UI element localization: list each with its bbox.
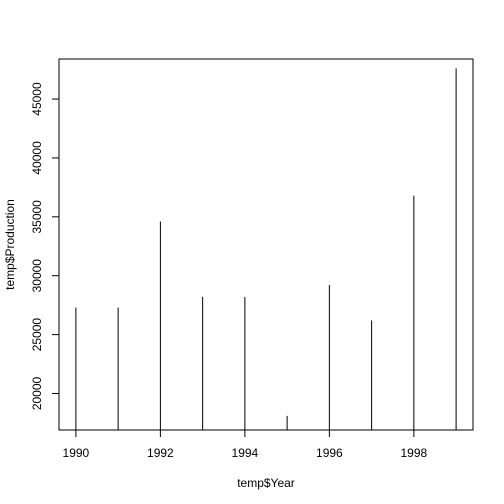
- x-tick-label: 1998: [401, 446, 428, 460]
- y-axis: 20000 25000 30000 35000 40000 45000: [30, 82, 60, 410]
- y-axis-label: temp$Production: [3, 199, 17, 290]
- y-tick-label: 45000: [30, 82, 44, 116]
- plot-frame: [58, 58, 474, 431]
- x-axis: 1990 1992 1994 1996 1998: [63, 429, 428, 460]
- x-tick-label: 1996: [316, 446, 343, 460]
- x-tick-label: 1992: [147, 446, 174, 460]
- x-tick-label: 1990: [63, 446, 90, 460]
- y-tick-label: 30000: [30, 259, 44, 293]
- y-tick-label: 25000: [30, 318, 44, 352]
- y-tick-label: 40000: [30, 141, 44, 175]
- y-tick-label: 35000: [30, 200, 44, 234]
- x-tick-label: 1994: [232, 446, 259, 460]
- x-axis-label: temp$Year: [237, 476, 295, 490]
- y-tick-label: 20000: [30, 376, 44, 410]
- data-lines: [75, 68, 457, 430]
